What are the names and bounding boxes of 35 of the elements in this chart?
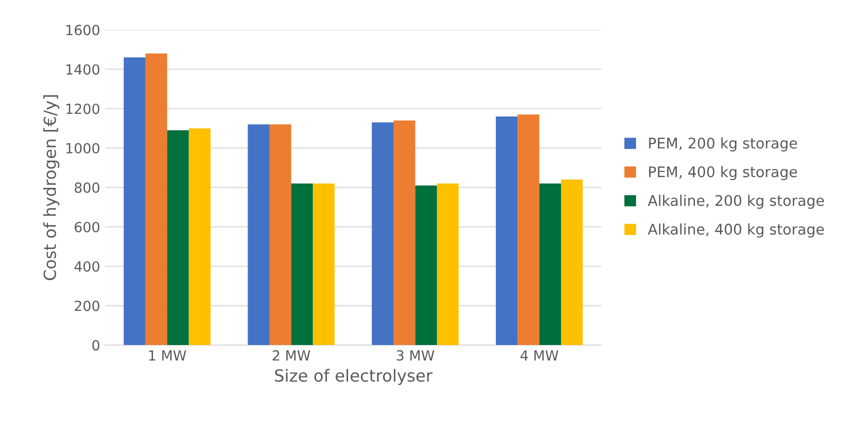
bar	[561, 180, 583, 346]
bar	[372, 122, 394, 346]
y-tick-label: 1600	[66, 24, 100, 36]
y-tick-label: 800	[74, 182, 100, 193]
bar	[415, 185, 437, 346]
legend-label: PEM, 400 kg storage	[649, 166, 797, 180]
y-tick-label: 200	[74, 300, 100, 312]
bar	[312, 184, 335, 346]
x-axis-title: Size of electrolyser	[274, 368, 433, 386]
bar	[436, 184, 459, 346]
bar	[167, 130, 189, 346]
bar	[291, 184, 313, 346]
bar	[269, 124, 292, 346]
y-tick-label: 0	[92, 340, 100, 351]
legend-label: Alkaline, 200 kg storage	[648, 194, 824, 209]
bar	[145, 53, 168, 346]
bar	[394, 120, 416, 346]
y-tick-label: 1200	[66, 104, 100, 114]
bar	[188, 128, 211, 346]
x-tick-label: 3 MW	[396, 350, 434, 361]
x-tick-label: 4 MW	[520, 350, 558, 360]
bar	[518, 114, 540, 346]
bar	[248, 124, 270, 346]
bar	[496, 116, 518, 346]
x-tick-label: 2 MW	[272, 350, 310, 360]
y-axis-title: Cost of hydrogen [€/y]	[43, 95, 60, 280]
y-tick-label: 1400	[66, 64, 100, 75]
legend-label: Alkaline, 400 kg storage	[648, 223, 824, 238]
y-tick-label: 600	[74, 222, 100, 232]
y-tick-label: 400	[74, 261, 100, 272]
y-tick-label: 1000	[66, 143, 100, 154]
bar	[539, 184, 561, 346]
bar	[124, 57, 146, 346]
x-tick-label: 1 MW	[149, 350, 186, 360]
legend-label: PEM, 200 kg storage	[649, 137, 797, 152]
